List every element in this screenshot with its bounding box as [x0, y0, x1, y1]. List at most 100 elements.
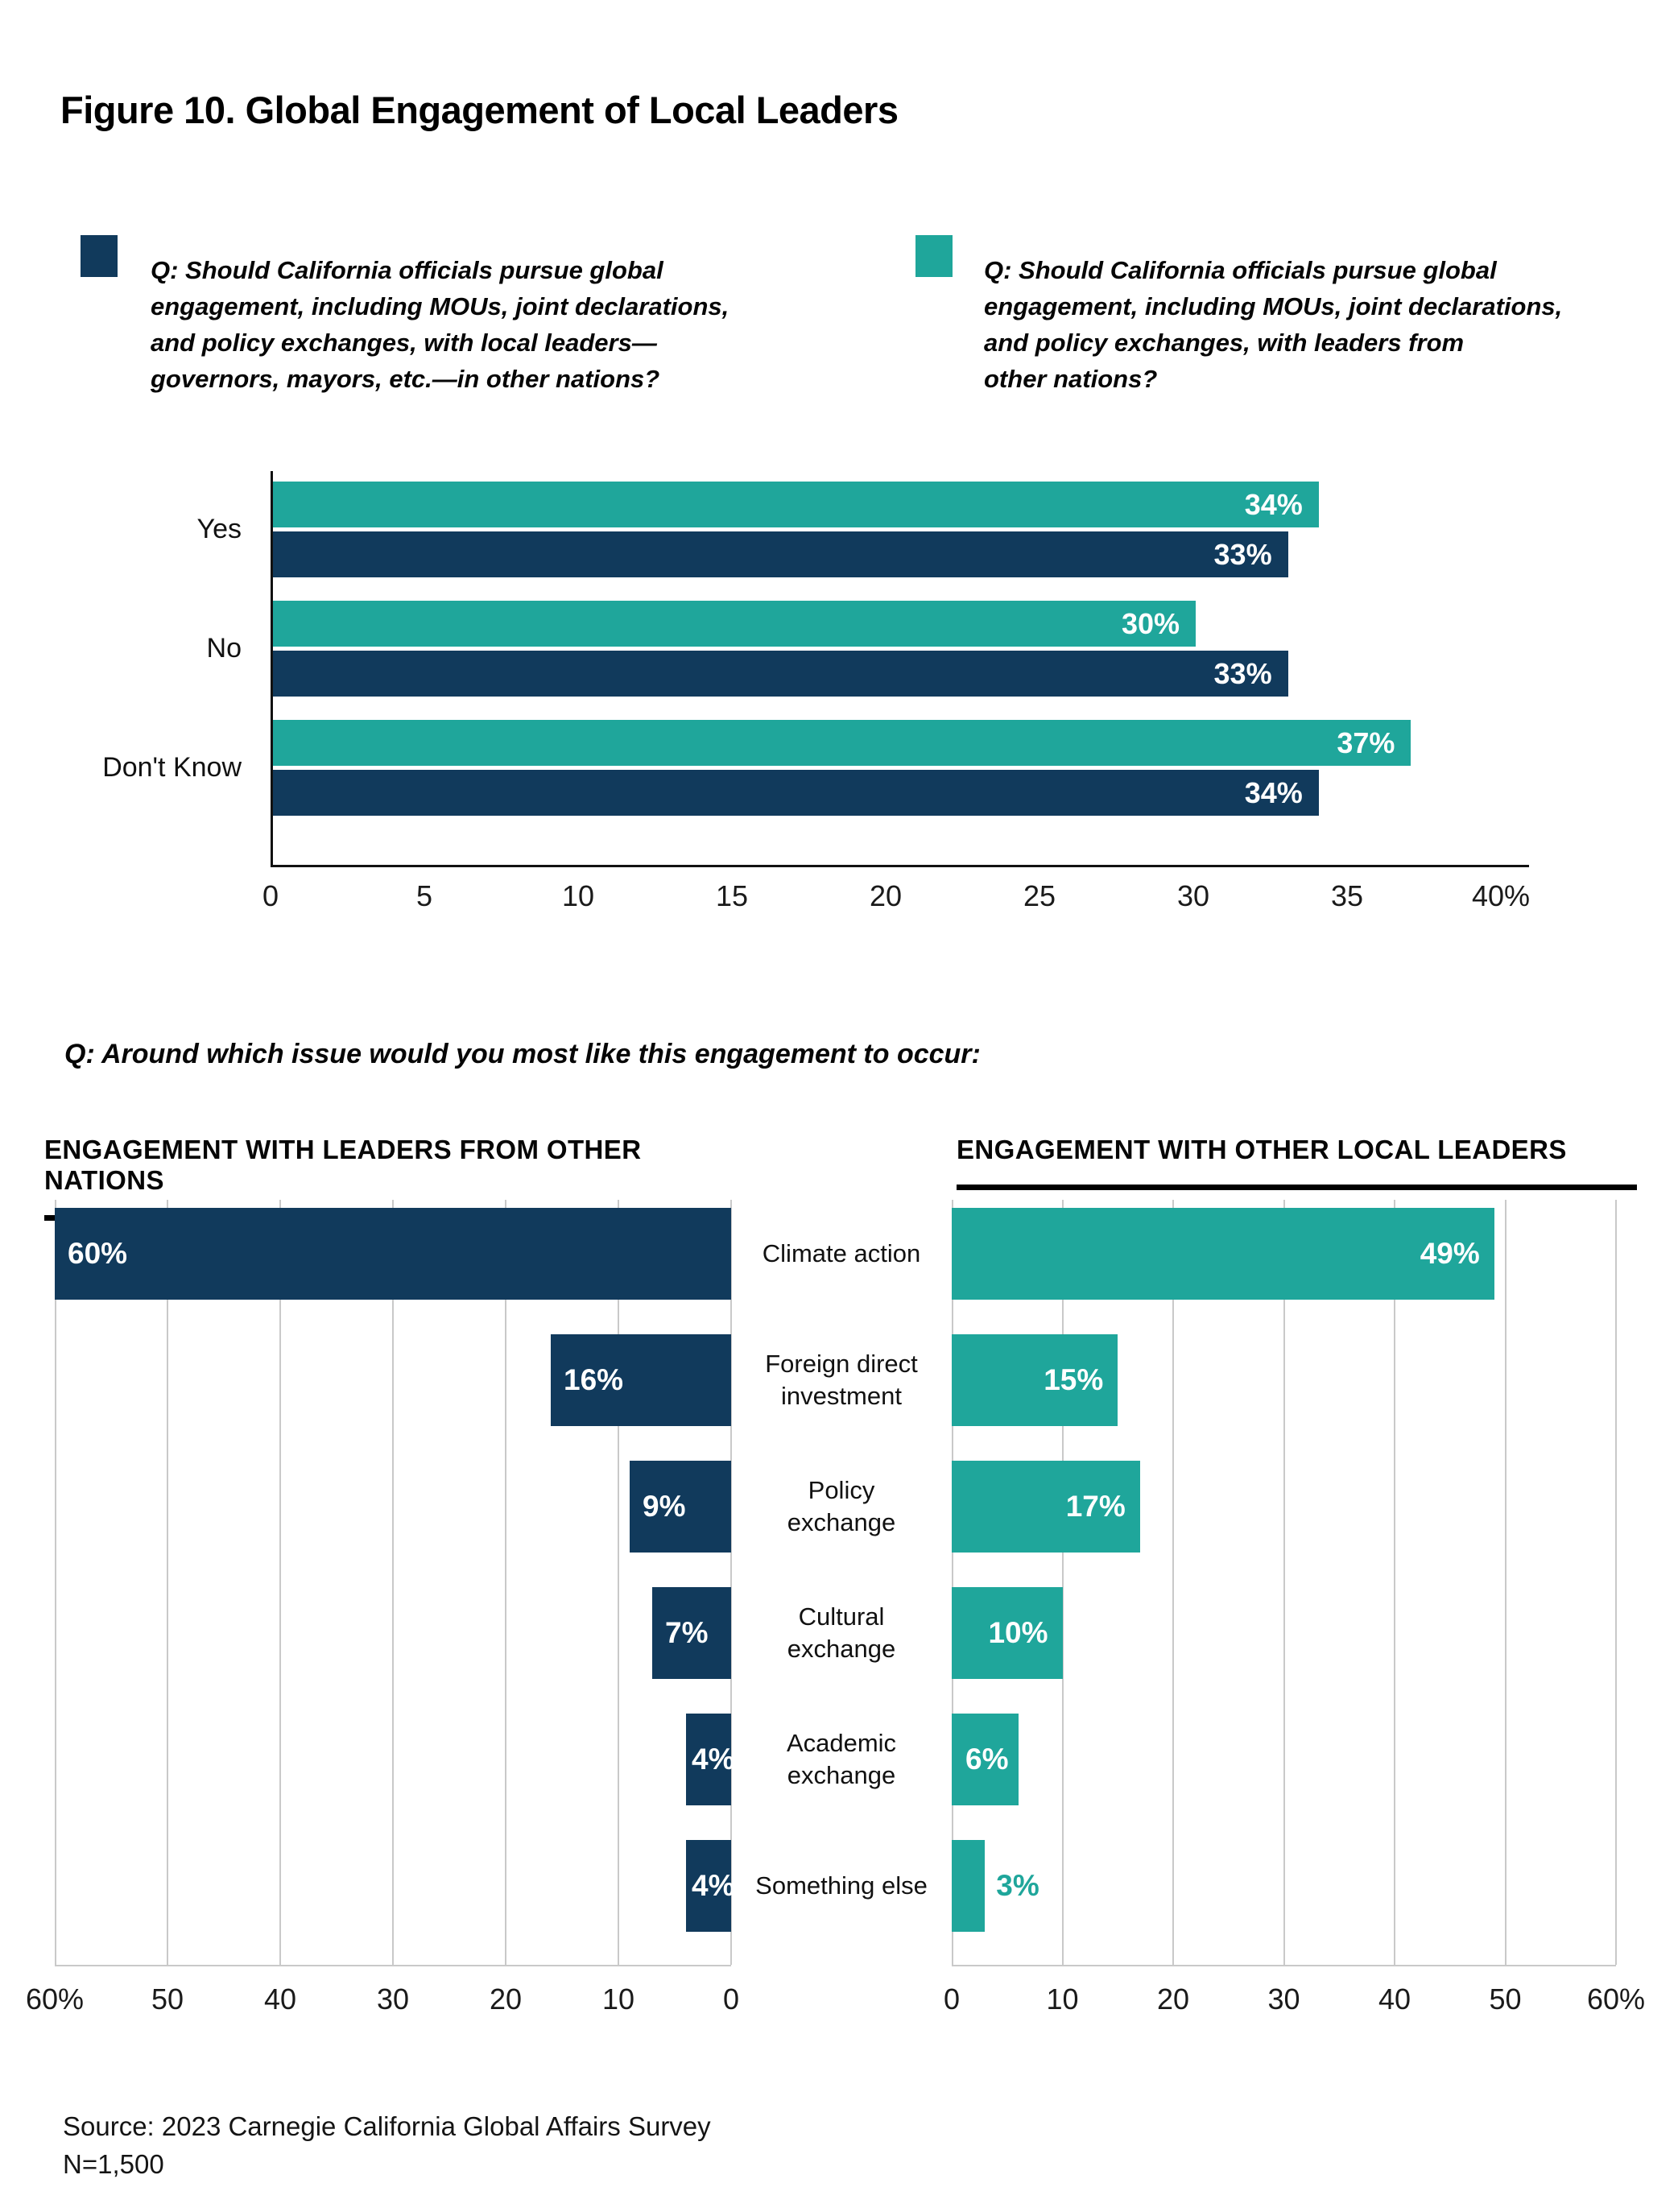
top-chart-x-axis-ticks: 0 5 10 15 20 25 30 35 40% [262, 879, 1531, 916]
gridline-30 [392, 1200, 394, 1965]
gridline-20 [1172, 1200, 1174, 1965]
gridline-20 [505, 1200, 506, 1965]
x-tick-5: 5 [415, 879, 433, 912]
category-label-foreign-direct-investment: Foreign direct investment [765, 1350, 918, 1410]
bar-value-label: 30% [1121, 606, 1180, 640]
bar-value-label: 4% [692, 1869, 735, 1902]
x-tick-20: 20 [489, 1983, 523, 2016]
x-tick-60: 60% [1586, 1983, 1646, 2016]
right-chart-plot-area: 49% 15% 17% 10% 6% 3% [952, 1200, 1617, 1966]
bar-value-label: 34% [1244, 487, 1303, 521]
bar-value-label: 34% [1244, 775, 1303, 809]
bar-climate-action: 49% [952, 1208, 1494, 1300]
bar-cultural-exchange: 10% [952, 1587, 1063, 1679]
bar-foreign-direct-investment: 16% [551, 1334, 731, 1426]
category-label-don-t-know: Don't Know [102, 752, 242, 783]
bar-climate-action: 60% [55, 1208, 731, 1300]
x-tick-15: 15 [715, 879, 749, 912]
category-label-cultural-exchange: Cultural exchange [787, 1602, 896, 1663]
x-tick-20: 20 [1156, 1983, 1190, 2016]
bar-value-label: 4% [692, 1743, 735, 1776]
legend-swatch-teal [915, 235, 953, 277]
bar-policy-exchange: 17% [952, 1461, 1140, 1553]
x-tick-50: 50 [151, 1983, 184, 2016]
gridline-10 [618, 1200, 619, 1965]
gridline-60 [1615, 1200, 1617, 1965]
gridline-30 [1283, 1200, 1285, 1965]
top-chart-plot-area: 34% 33% 30% 33% 37% 34% [271, 471, 1529, 867]
bar-value-label: 3% [996, 1869, 1039, 1902]
bar-value-label: 10% [988, 1616, 1048, 1649]
category-label-something-else: Something else [755, 1871, 928, 1900]
bar-policy-exchange: 9% [630, 1461, 731, 1553]
bar-no-navy: 33% [273, 651, 1288, 697]
category-label-yes: Yes [196, 514, 242, 544]
bar-value-label: 17% [1065, 1490, 1126, 1523]
x-tick-25: 25 [1023, 879, 1056, 912]
x-tick-40: 40 [263, 1983, 297, 2016]
shared-category-labels: Climate action Foreign direct investment P… [731, 1200, 952, 1965]
source-line: Source: 2023 Carnegie California Global … [63, 2111, 711, 2141]
bar-value-label: 16% [564, 1363, 624, 1396]
bar-value-label: 15% [1044, 1363, 1104, 1396]
bar-something-else: 3% [952, 1840, 1039, 1932]
bar-something-else: 4% [686, 1840, 735, 1932]
left-chart-plot-area: 60% 16% 9% 7% 4% 4% [55, 1200, 735, 1966]
right-chart-header: ENGAGEMENT WITH OTHER LOCAL LEADERS [957, 1135, 1637, 1191]
source-note: Source: 2023 Carnegie California Global … [63, 2107, 711, 2183]
x-tick-0: 0 [722, 1983, 740, 2016]
top-chart-category-axis: Yes No Don't Know [0, 471, 271, 865]
x-tick-10: 10 [561, 879, 595, 912]
bar-academic-exchange: 6% [952, 1714, 1019, 1805]
gridline-40 [1394, 1200, 1395, 1965]
category-label-policy-exchange: Policy exchange [787, 1476, 896, 1536]
bar-academic-exchange: 4% [686, 1714, 735, 1805]
gridline-0 [730, 1200, 732, 1965]
bar-value-label: 33% [1213, 656, 1272, 690]
legend-question-leaders-other-nations: Q: Should California officials pursue gl… [984, 256, 1563, 393]
gridline-40 [279, 1200, 281, 1965]
bar-foreign-direct-investment: 15% [952, 1334, 1118, 1426]
bar-value-label: 37% [1337, 726, 1395, 759]
x-tick-35: 35 [1330, 879, 1364, 912]
gridline-0 [952, 1200, 953, 1965]
right-chart-x-axis-ticks: 0 10 20 30 40 50 60% [944, 1983, 1645, 2023]
bar-value-label: 6% [965, 1743, 1009, 1776]
bar-don-t-know-navy: 34% [273, 770, 1319, 816]
gridline-10 [1061, 1200, 1064, 1965]
x-tick-40: 40 [1378, 1983, 1411, 2016]
bar-cultural-exchange: 7% [652, 1587, 731, 1679]
bar-value-label: 33% [1213, 537, 1272, 571]
x-tick-60: 60% [25, 1983, 85, 2016]
issue-question: Q: Around which issue would you most lik… [64, 1039, 981, 1069]
figure-title: Figure 10. Global Engagement of Local Le… [60, 89, 899, 132]
gridline-50 [1504, 1200, 1506, 1965]
category-label-no: No [206, 633, 242, 664]
bar-value-label: 60% [68, 1237, 128, 1270]
x-tick-40: 40% [1471, 879, 1531, 912]
x-tick-30: 30 [376, 1983, 410, 2016]
sample-size: N=1,500 [63, 2149, 164, 2179]
x-tick-0: 0 [943, 1983, 961, 2016]
bar-no-teal: 30% [273, 601, 1196, 647]
x-tick-20: 20 [869, 879, 903, 912]
x-tick-30: 30 [1267, 1983, 1300, 2016]
legend-question-local-leaders: Q: Should California officials pursue gl… [151, 256, 729, 393]
gridline-50 [167, 1200, 168, 1965]
left-chart-x-axis-ticks: 60% 50 40 30 20 10 0 [26, 1983, 739, 2023]
x-tick-10: 10 [1046, 1983, 1079, 2016]
bar-value-label: 49% [1420, 1237, 1480, 1270]
category-label-climate-action: Climate action [762, 1239, 921, 1267]
bar-don-t-know-teal: 37% [273, 720, 1411, 766]
x-tick-10: 10 [601, 1983, 635, 2016]
bar-value-label: 9% [643, 1490, 686, 1523]
x-tick-50: 50 [1489, 1983, 1522, 2016]
gridline-60 [55, 1200, 56, 1965]
legend-swatch-navy [81, 235, 118, 277]
bar-value-label: 7% [665, 1616, 709, 1649]
x-tick-0: 0 [262, 879, 279, 912]
bar-yes-teal: 34% [273, 482, 1319, 527]
x-tick-30: 30 [1176, 879, 1210, 912]
category-label-academic-exchange: Academic exchange [786, 1729, 897, 1789]
